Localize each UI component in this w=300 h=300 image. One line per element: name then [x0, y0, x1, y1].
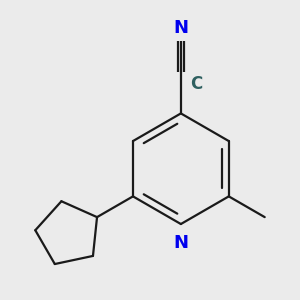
Text: C: C	[190, 75, 202, 93]
Text: N: N	[173, 234, 188, 252]
Text: N: N	[173, 19, 188, 37]
